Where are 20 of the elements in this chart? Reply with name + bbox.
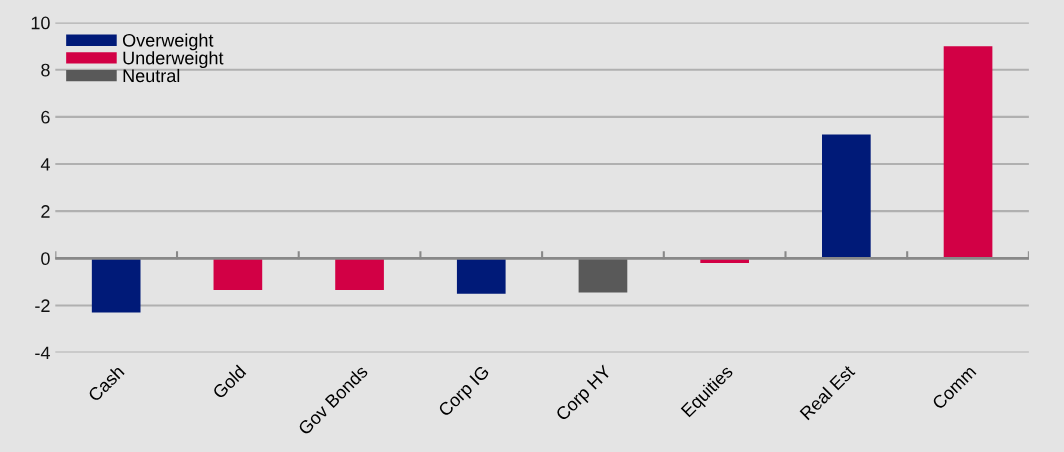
bar	[456, 258, 506, 294]
y-tick-label: -2	[35, 299, 50, 312]
legend-label: Overweight	[122, 33, 214, 51]
x-tick-label: Corp IG	[437, 364, 493, 420]
y-tick-label: 8	[41, 63, 50, 77]
y-tick-label: 0	[41, 252, 50, 266]
y-tick-label: 4	[40, 158, 50, 171]
legend-label: Underweight	[123, 51, 224, 68]
y-tick-label: 2	[41, 205, 50, 218]
legend-label: Neutral	[123, 68, 180, 83]
bar	[578, 258, 628, 293]
y-tick-label: -4	[35, 346, 50, 360]
bar	[213, 258, 263, 291]
y-tick-label: 6	[41, 110, 50, 124]
y-tick-label: 10	[31, 16, 50, 30]
x-tick-label: Corp HY	[554, 364, 615, 424]
bar	[822, 134, 871, 259]
bar	[943, 46, 993, 259]
bar	[335, 258, 384, 291]
bar	[91, 258, 141, 313]
